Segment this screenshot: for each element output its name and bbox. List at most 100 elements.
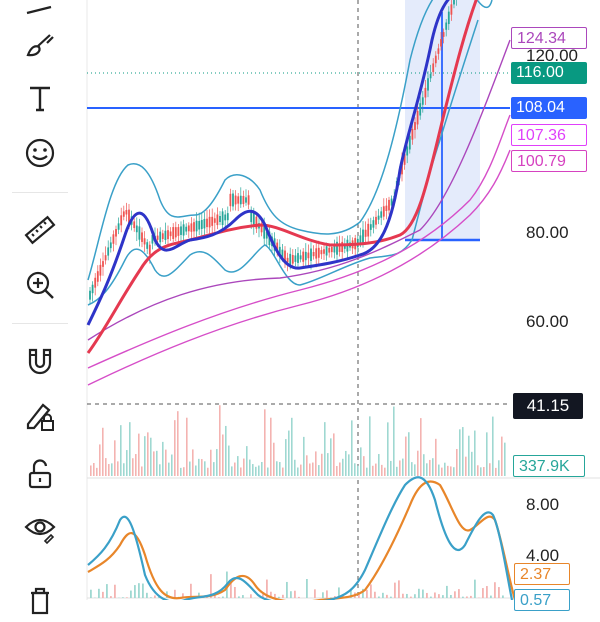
volume-bar [417, 451, 419, 476]
volume-bar [246, 446, 248, 476]
candle-body [118, 223, 120, 229]
volume-bar [273, 443, 275, 476]
volume-bar [456, 449, 458, 476]
volume-bar [210, 450, 212, 476]
oscillator-bar [322, 592, 324, 598]
oscillator-bar [110, 596, 112, 598]
candle-body [209, 217, 211, 228]
candle-body [443, 32, 445, 37]
volume-bar [126, 450, 128, 476]
volume-bar [375, 464, 377, 476]
oscillator-bar [450, 595, 452, 598]
volume-bar [153, 451, 155, 476]
volume-bar [402, 459, 404, 476]
candle-body [198, 221, 200, 230]
volume-bar [111, 463, 113, 476]
oscillator-bar [154, 595, 156, 598]
volume-bar [348, 454, 350, 476]
volume-bar [171, 455, 173, 476]
volume-bar [318, 465, 320, 476]
volume-bar [330, 438, 332, 476]
oscillator-bar [134, 585, 136, 598]
volume-bar [420, 418, 422, 476]
candle-body [100, 265, 102, 276]
volume-bar [219, 405, 221, 476]
volume-bar [363, 456, 365, 476]
candle-body [378, 216, 380, 220]
volume-bar [294, 460, 296, 476]
volume-bar [267, 468, 269, 476]
candle-body [432, 63, 434, 72]
candle-body [445, 23, 447, 30]
oscillator-orange-line [88, 482, 515, 600]
volume-bar [471, 452, 473, 476]
volume-bar [96, 468, 98, 476]
candle-body [172, 227, 174, 239]
candle-body [92, 285, 94, 293]
oscillator-bar [486, 586, 488, 598]
oscillator-bar [370, 584, 372, 598]
volume-bar [432, 458, 434, 476]
oscillator-bar [298, 597, 300, 598]
volume-bar [438, 465, 440, 476]
oscillator-bar [406, 594, 408, 598]
volume-bar [426, 463, 428, 476]
candle-body [362, 230, 364, 244]
volume-bar [213, 462, 215, 476]
volume-bar [129, 422, 131, 476]
candle-body [167, 230, 169, 239]
candle-body [440, 39, 442, 46]
volume-bar [201, 459, 203, 476]
oscillator-bar [222, 597, 224, 598]
candle-body [94, 278, 96, 288]
candle-body [222, 211, 224, 225]
volume-bar [186, 418, 188, 476]
volume-bar [450, 466, 452, 476]
volume-bar [489, 463, 491, 476]
oscillator-bar [470, 596, 472, 598]
candle-body [295, 255, 297, 261]
candle-body [185, 227, 187, 232]
oscillator-bar [106, 584, 108, 598]
volume-bar [366, 468, 368, 476]
oscillator-bar [378, 597, 380, 598]
price-axis-label-80: 80.00 [526, 223, 569, 243]
volume-bars [90, 405, 506, 476]
volume-bar [303, 437, 305, 476]
candle-body [115, 229, 117, 237]
oscillator-bar [402, 594, 404, 598]
oscillator-bar [386, 595, 388, 598]
price-chart[interactable] [0, 0, 600, 600]
oscillator-bar [306, 579, 308, 598]
candle-body [102, 261, 104, 267]
candle-body [162, 233, 164, 239]
oscillator-bar [382, 593, 384, 598]
oscillator-bar [138, 583, 140, 598]
volume-bar [312, 463, 314, 476]
volume-bar [174, 420, 176, 476]
oscillator-bar [490, 596, 492, 598]
volume-bar [282, 468, 284, 476]
volume-bar [165, 450, 167, 476]
candle-body [113, 234, 115, 243]
volume-bar [399, 460, 401, 476]
candle-body [105, 255, 107, 260]
oscillator-bar [242, 595, 244, 598]
candle-body [165, 231, 167, 240]
volume-bar [393, 407, 395, 476]
price-tag-100: 100.79 [511, 150, 587, 172]
volume-bar [390, 461, 392, 476]
oscillator-bar [446, 586, 448, 598]
candle-body [183, 224, 185, 235]
candle-body [230, 194, 232, 206]
volume-bar [474, 431, 476, 476]
oscillator-bar [294, 591, 296, 598]
candle-body [438, 48, 440, 53]
candle-body [136, 226, 138, 233]
volume-bar [429, 460, 431, 476]
oscillator-bar [282, 595, 284, 598]
volume-bar [222, 434, 224, 476]
candle-body [422, 97, 424, 104]
oscillator-bar [454, 591, 456, 598]
crosshair-volume-tag: 41.15 [513, 393, 583, 419]
